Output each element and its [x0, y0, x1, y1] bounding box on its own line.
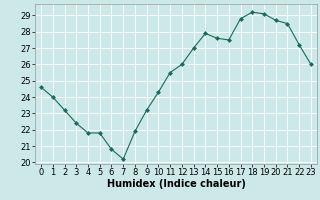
X-axis label: Humidex (Indice chaleur): Humidex (Indice chaleur) — [107, 179, 245, 189]
